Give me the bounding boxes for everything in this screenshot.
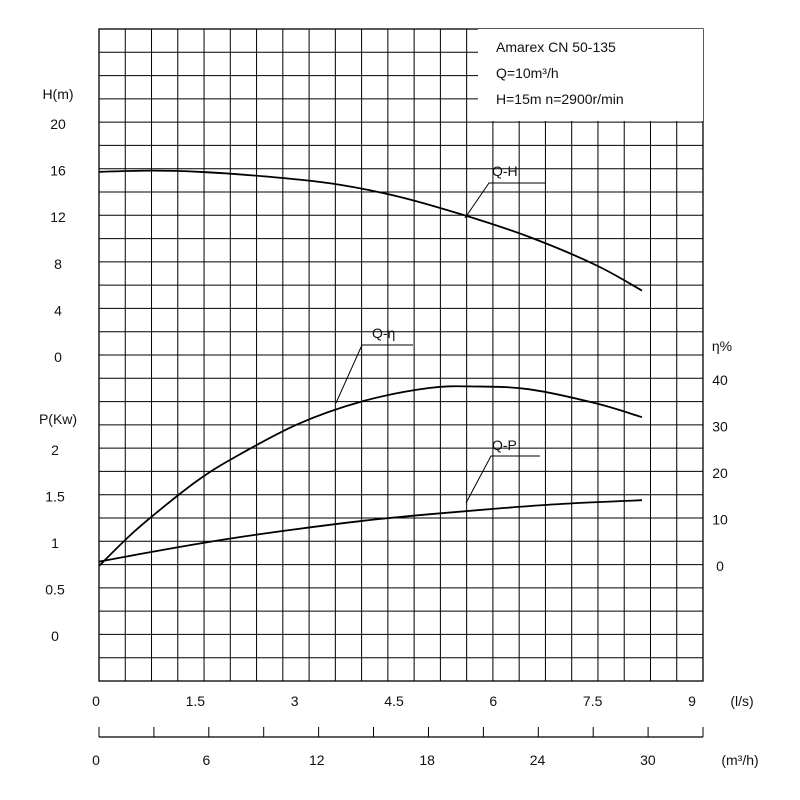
- head-tick-label: 16: [50, 163, 66, 179]
- plot-frame: [98, 28, 704, 682]
- info-box-background: [478, 29, 703, 121]
- series-label-power: Q-P: [492, 437, 517, 453]
- x-m3h-tick-label: 24: [530, 752, 546, 768]
- x-ls-tick-label: 7.5: [583, 693, 603, 709]
- x-m3h-tick-label: 0: [92, 752, 100, 768]
- power-axis-label: P(Kw): [39, 411, 77, 427]
- eff-tick-label: 20: [712, 465, 728, 481]
- curve-q-p: [98, 499, 643, 563]
- curve-q-h: [98, 169, 643, 292]
- info-line: Amarex CN 50-135: [496, 39, 616, 55]
- eff-tick-label: 10: [712, 512, 728, 528]
- power-tick-label: 1.5: [45, 489, 65, 505]
- x-m3h-tick-label: 30: [640, 752, 656, 768]
- info-line: H=15m n=2900r/min: [496, 91, 624, 107]
- curve-leaders: [335, 182, 545, 504]
- x-ls-tick-label: 1.5: [186, 693, 206, 709]
- leader-eff: [335, 344, 413, 404]
- x-ls-unit: (l/s): [730, 693, 753, 709]
- x-ls-tick-label: 9: [688, 693, 696, 709]
- x-ls-tick-label: 3: [291, 693, 299, 709]
- labels: Q-H Q-η Q-P Amarex CN 50-135 Q=10m³/h H=15m n…: [39, 39, 759, 768]
- grid: [99, 29, 703, 681]
- x-m3h-tick-label: 6: [202, 752, 210, 768]
- plot-border: [98, 28, 704, 682]
- curve-q-: [98, 385, 643, 567]
- x-ls-tick-label: 6: [489, 693, 497, 709]
- leader-head: [464, 182, 545, 219]
- x-ls-tick-label: 0: [92, 693, 100, 709]
- head-tick-label: 20: [50, 116, 66, 132]
- power-tick-label: 0: [51, 628, 59, 644]
- curves: [98, 169, 643, 567]
- power-tick-label: 1: [51, 535, 59, 551]
- head-tick-label: 0: [54, 349, 62, 365]
- head-tick-label: 8: [54, 256, 62, 272]
- power-tick-label: 0.5: [45, 582, 65, 598]
- x-m3h-unit: (m³/h): [721, 752, 758, 768]
- series-label-eff: Q-η: [372, 325, 395, 341]
- x-m3h-axis: [98, 727, 704, 738]
- head-tick-label: 12: [50, 209, 66, 225]
- leader-power: [465, 455, 540, 504]
- series-label-head: Q-H: [492, 163, 518, 179]
- power-tick-label: 2: [51, 442, 59, 458]
- head-tick-label: 4: [54, 302, 62, 318]
- info-line: Q=10m³/h: [496, 65, 559, 81]
- eff-tick-label: 30: [712, 419, 728, 435]
- head-axis-label: H(m): [42, 86, 73, 102]
- eff-axis-label: η%: [712, 338, 732, 354]
- x-ls-tick-label: 4.5: [384, 693, 404, 709]
- x-m3h-tick-label: 12: [309, 752, 325, 768]
- eff-tick-label: 40: [712, 372, 728, 388]
- x-m3h-tick-label: 18: [419, 752, 435, 768]
- eff-tick-label: 0: [716, 558, 724, 574]
